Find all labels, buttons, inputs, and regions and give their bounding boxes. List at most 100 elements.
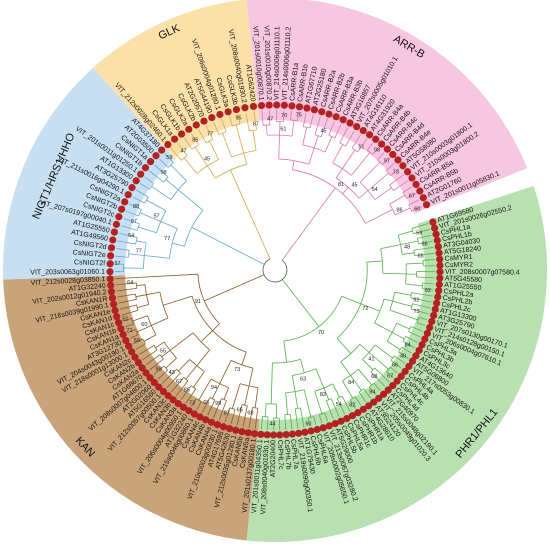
branch: [291, 375, 296, 392]
branch: [132, 196, 146, 204]
bootstrap-value: 61: [280, 127, 286, 133]
branch: [328, 121, 335, 136]
branch: [264, 403, 267, 417]
clade-sector: [92, 0, 260, 159]
branch: [222, 132, 233, 158]
branch: [332, 383, 340, 398]
leaf-marker: [310, 106, 319, 114]
leaf-marker: [109, 300, 118, 308]
leaf-marker: [202, 416, 210, 424]
branch-arc: [169, 228, 178, 259]
branch: [138, 226, 157, 234]
bootstrap-value: 71: [126, 328, 132, 334]
bootstrap-value: 68: [247, 411, 253, 417]
branch-arc: [184, 210, 204, 247]
leaf-label: CsNIGT2f: [74, 259, 105, 267]
branch: [207, 165, 216, 179]
branch: [267, 416, 269, 430]
branch-arc: [386, 170, 392, 176]
branch: [336, 338, 352, 354]
leaf-marker: [436, 255, 444, 263]
branch-arc: [232, 123, 241, 127]
branch: [365, 208, 393, 224]
branch-arc: [239, 383, 259, 389]
bootstrap-value: 66: [392, 362, 398, 368]
branch: [411, 223, 429, 229]
branch-arc: [144, 196, 149, 204]
branch: [212, 383, 221, 399]
branch: [358, 369, 372, 386]
leaf-marker: [348, 412, 357, 420]
branch: [154, 164, 169, 178]
bootstrap-value: 99: [215, 401, 221, 407]
branch: [357, 138, 368, 153]
branch: [241, 351, 247, 365]
branch: [175, 380, 189, 397]
leaf-label: AT5G45580: [445, 275, 483, 284]
branch: [411, 292, 433, 297]
leaf-marker: [430, 311, 438, 320]
branch-arc: [332, 162, 352, 176]
branch-arc: [358, 388, 364, 393]
leaf-marker: [164, 140, 172, 149]
leaf-marker: [295, 429, 303, 437]
branch: [137, 304, 149, 309]
branch: [212, 323, 220, 331]
leaf-marker: [250, 430, 259, 438]
branch: [193, 371, 205, 388]
branch: [123, 217, 140, 225]
branch: [254, 387, 259, 408]
branch-arc: [229, 407, 236, 410]
branch: [413, 228, 430, 235]
leaf-marker: [110, 228, 119, 236]
leaf-marker: [216, 110, 224, 119]
clade-stem: [204, 274, 265, 302]
branch: [270, 362, 273, 404]
bootstrap-value: 66: [418, 253, 424, 259]
leaf-marker: [364, 402, 373, 410]
branch: [373, 382, 381, 391]
leaf-marker: [134, 358, 143, 367]
branch: [363, 388, 372, 399]
leaf-marker: [389, 382, 397, 390]
bootstrap-value: 98: [161, 170, 167, 176]
branch-arc: [308, 416, 314, 419]
bootstrap-value: 98: [374, 148, 380, 154]
branch: [115, 255, 129, 258]
bootstrap-value: 65: [237, 408, 243, 414]
bootstrap-value: 73: [393, 170, 399, 176]
branch-arc: [290, 119, 298, 122]
branch: [314, 391, 323, 415]
branch: [136, 325, 152, 333]
branch: [248, 367, 254, 387]
leaf-label: CsMYR1: [444, 254, 473, 263]
branch: [393, 180, 409, 191]
branch: [370, 371, 386, 387]
branch: [132, 338, 143, 345]
branch: [139, 212, 161, 222]
leaf-marker: [125, 342, 133, 350]
leaf-marker: [405, 362, 413, 370]
bootstrap-value: 66: [422, 241, 428, 247]
branch: [410, 326, 423, 332]
leaf-marker: [207, 418, 216, 426]
branch: [300, 359, 305, 373]
bootstrap-value: 51: [358, 145, 364, 151]
leaf-marker: [280, 101, 288, 109]
leaf-marker: [107, 288, 116, 296]
branch: [266, 125, 268, 136]
leaf-marker: [403, 168, 412, 176]
leaf-marker: [146, 374, 154, 382]
clade-sector: [246, 185, 548, 542]
branch-arc: [209, 397, 216, 401]
branch: [386, 340, 401, 350]
leaf-marker: [436, 261, 444, 270]
branch: [341, 395, 351, 412]
leaf-marker: [107, 252, 115, 260]
leaf-label: AT1G25550: [444, 282, 482, 292]
leaf-label: VIT_212s0028g03850.1: [30, 276, 105, 287]
leaf-marker: [174, 400, 182, 408]
bootstrap-value: 67: [409, 193, 415, 199]
branch: [180, 385, 192, 400]
leaf-marker: [107, 244, 116, 252]
